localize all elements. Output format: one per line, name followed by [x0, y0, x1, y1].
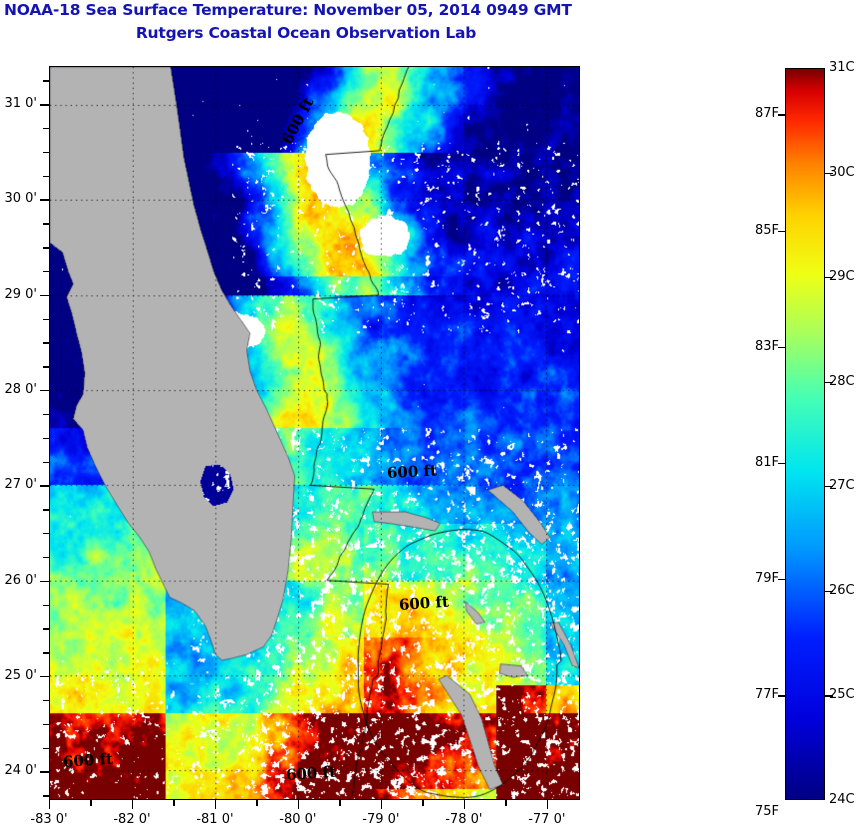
y-axis-label: 30 0' — [4, 191, 37, 207]
x-axis-label: -77 0' — [528, 812, 566, 827]
x-axis-label: -80 0' — [279, 812, 317, 827]
colorbar-fahrenheit-label: 77F — [754, 687, 779, 703]
y-axis-minor-tick — [43, 175, 49, 177]
y-axis-minor-tick — [43, 413, 49, 416]
colorbar-celsius-label: 25C — [829, 687, 855, 703]
colorbar-fahrenheit-label: 79F — [754, 571, 779, 587]
colorbar-celsius-tick — [825, 486, 833, 488]
y-axis-minor-tick — [43, 247, 49, 249]
x-axis-label: -79 0' — [362, 812, 400, 827]
y-axis-minor-tick — [43, 699, 49, 702]
x-axis-label: -78 0' — [445, 812, 483, 827]
colorbar — [785, 68, 825, 800]
y-axis-major-tick — [40, 294, 49, 297]
y-axis-label: 28 0' — [4, 382, 37, 398]
colorbar-fahrenheit-label: 75F — [754, 803, 779, 819]
x-axis-minor-tick — [422, 800, 424, 806]
y-axis-minor-tick — [43, 556, 49, 559]
colorbar-celsius-label: 27C — [829, 478, 855, 494]
y-axis-minor-tick — [43, 342, 49, 344]
page-title: NOAA-18 Sea Surface Temperature: Novembe… — [4, 1, 572, 19]
colorbar-fahrenheit-tick — [778, 346, 786, 349]
y-axis-minor-tick — [43, 747, 49, 749]
colorbar-celsius-label: 29C — [829, 269, 855, 285]
colorbar-celsius-tick — [825, 172, 833, 174]
x-axis-minor-tick — [90, 800, 92, 806]
y-axis-major-tick — [40, 676, 49, 678]
y-axis-minor-tick — [43, 652, 49, 654]
colorbar-fahrenheit-label: 83F — [754, 338, 779, 354]
x-axis-major-tick — [463, 800, 466, 809]
sst-map-plot: 600 ft 600 ft 600 ft 600 ft 600 ft — [49, 66, 580, 800]
y-axis-label: 29 0' — [4, 286, 37, 302]
colorbar-fahrenheit-tick — [778, 695, 786, 697]
y-axis-minor-tick — [43, 509, 49, 511]
y-axis-label: 25 0' — [4, 668, 37, 684]
y-axis-minor-tick — [43, 318, 49, 320]
colorbar-celsius-tick — [825, 590, 833, 593]
x-axis-major-tick — [297, 800, 300, 809]
colorbar-fahrenheit-tick — [778, 114, 786, 116]
y-axis-major-tick — [40, 485, 49, 487]
y-axis-label: 24 0' — [4, 763, 37, 779]
y-axis-major-tick — [40, 771, 49, 773]
y-axis-minor-tick — [43, 223, 49, 225]
y-axis-minor-tick — [43, 366, 49, 368]
colorbar-celsius-tick — [825, 277, 833, 279]
y-axis-major-tick — [40, 104, 49, 106]
colorbar-fahrenheit-label: 81F — [754, 455, 779, 471]
graticule-overlay — [50, 67, 579, 799]
x-axis-major-tick — [131, 800, 134, 809]
y-axis-minor-tick — [43, 80, 49, 82]
colorbar-fahrenheit-tick — [778, 463, 786, 465]
colorbar-celsius-label: 30C — [829, 164, 855, 180]
y-axis-major-tick — [40, 199, 49, 201]
y-axis-major-tick — [40, 580, 49, 583]
y-axis-minor-tick — [43, 533, 49, 535]
x-axis-major-tick — [214, 800, 217, 809]
y-axis-minor-tick — [43, 127, 49, 130]
y-axis-minor-tick — [43, 151, 49, 154]
x-axis-label: -83 0' — [30, 812, 68, 827]
page-subtitle: Rutgers Coastal Ocean Observation Lab — [135, 24, 477, 42]
x-axis-minor-tick — [505, 800, 507, 806]
x-axis-minor-tick — [256, 800, 258, 806]
colorbar-celsius-label: 24C — [829, 792, 855, 807]
y-axis-minor-tick — [43, 604, 49, 606]
colorbar-celsius-tick — [825, 695, 833, 697]
x-axis-major-tick — [546, 800, 549, 809]
y-axis-minor-tick — [43, 795, 49, 797]
colorbar-celsius-label: 26C — [829, 582, 855, 598]
y-axis-label: 27 0' — [4, 477, 37, 493]
y-axis-minor-tick — [43, 461, 49, 463]
y-axis-label: 26 0' — [4, 572, 37, 588]
y-axis-minor-tick — [43, 628, 49, 630]
x-axis-major-tick — [380, 800, 383, 809]
x-axis-label: -81 0' — [196, 812, 234, 827]
colorbar-fahrenheit-tick — [778, 230, 786, 232]
colorbar-celsius-label: 31C — [829, 60, 855, 75]
colorbar-gradient — [786, 69, 824, 799]
colorbar-celsius-tick — [825, 381, 833, 383]
y-axis-minor-tick — [43, 270, 49, 273]
y-axis-major-tick — [40, 390, 49, 392]
colorbar-fahrenheit-label: 87F — [754, 106, 779, 122]
colorbar-fahrenheit-label: 85F — [754, 222, 779, 238]
colorbar-fahrenheit-tick — [778, 579, 786, 581]
x-axis-minor-tick — [339, 800, 341, 806]
y-axis-minor-tick — [43, 437, 49, 440]
y-axis-minor-tick — [43, 723, 49, 726]
colorbar-celsius-label: 28C — [829, 373, 855, 389]
x-axis-label: -82 0' — [113, 812, 151, 827]
x-axis-major-tick — [49, 800, 51, 809]
x-axis-minor-tick — [173, 800, 175, 806]
y-axis-label: 31 0' — [4, 96, 37, 112]
